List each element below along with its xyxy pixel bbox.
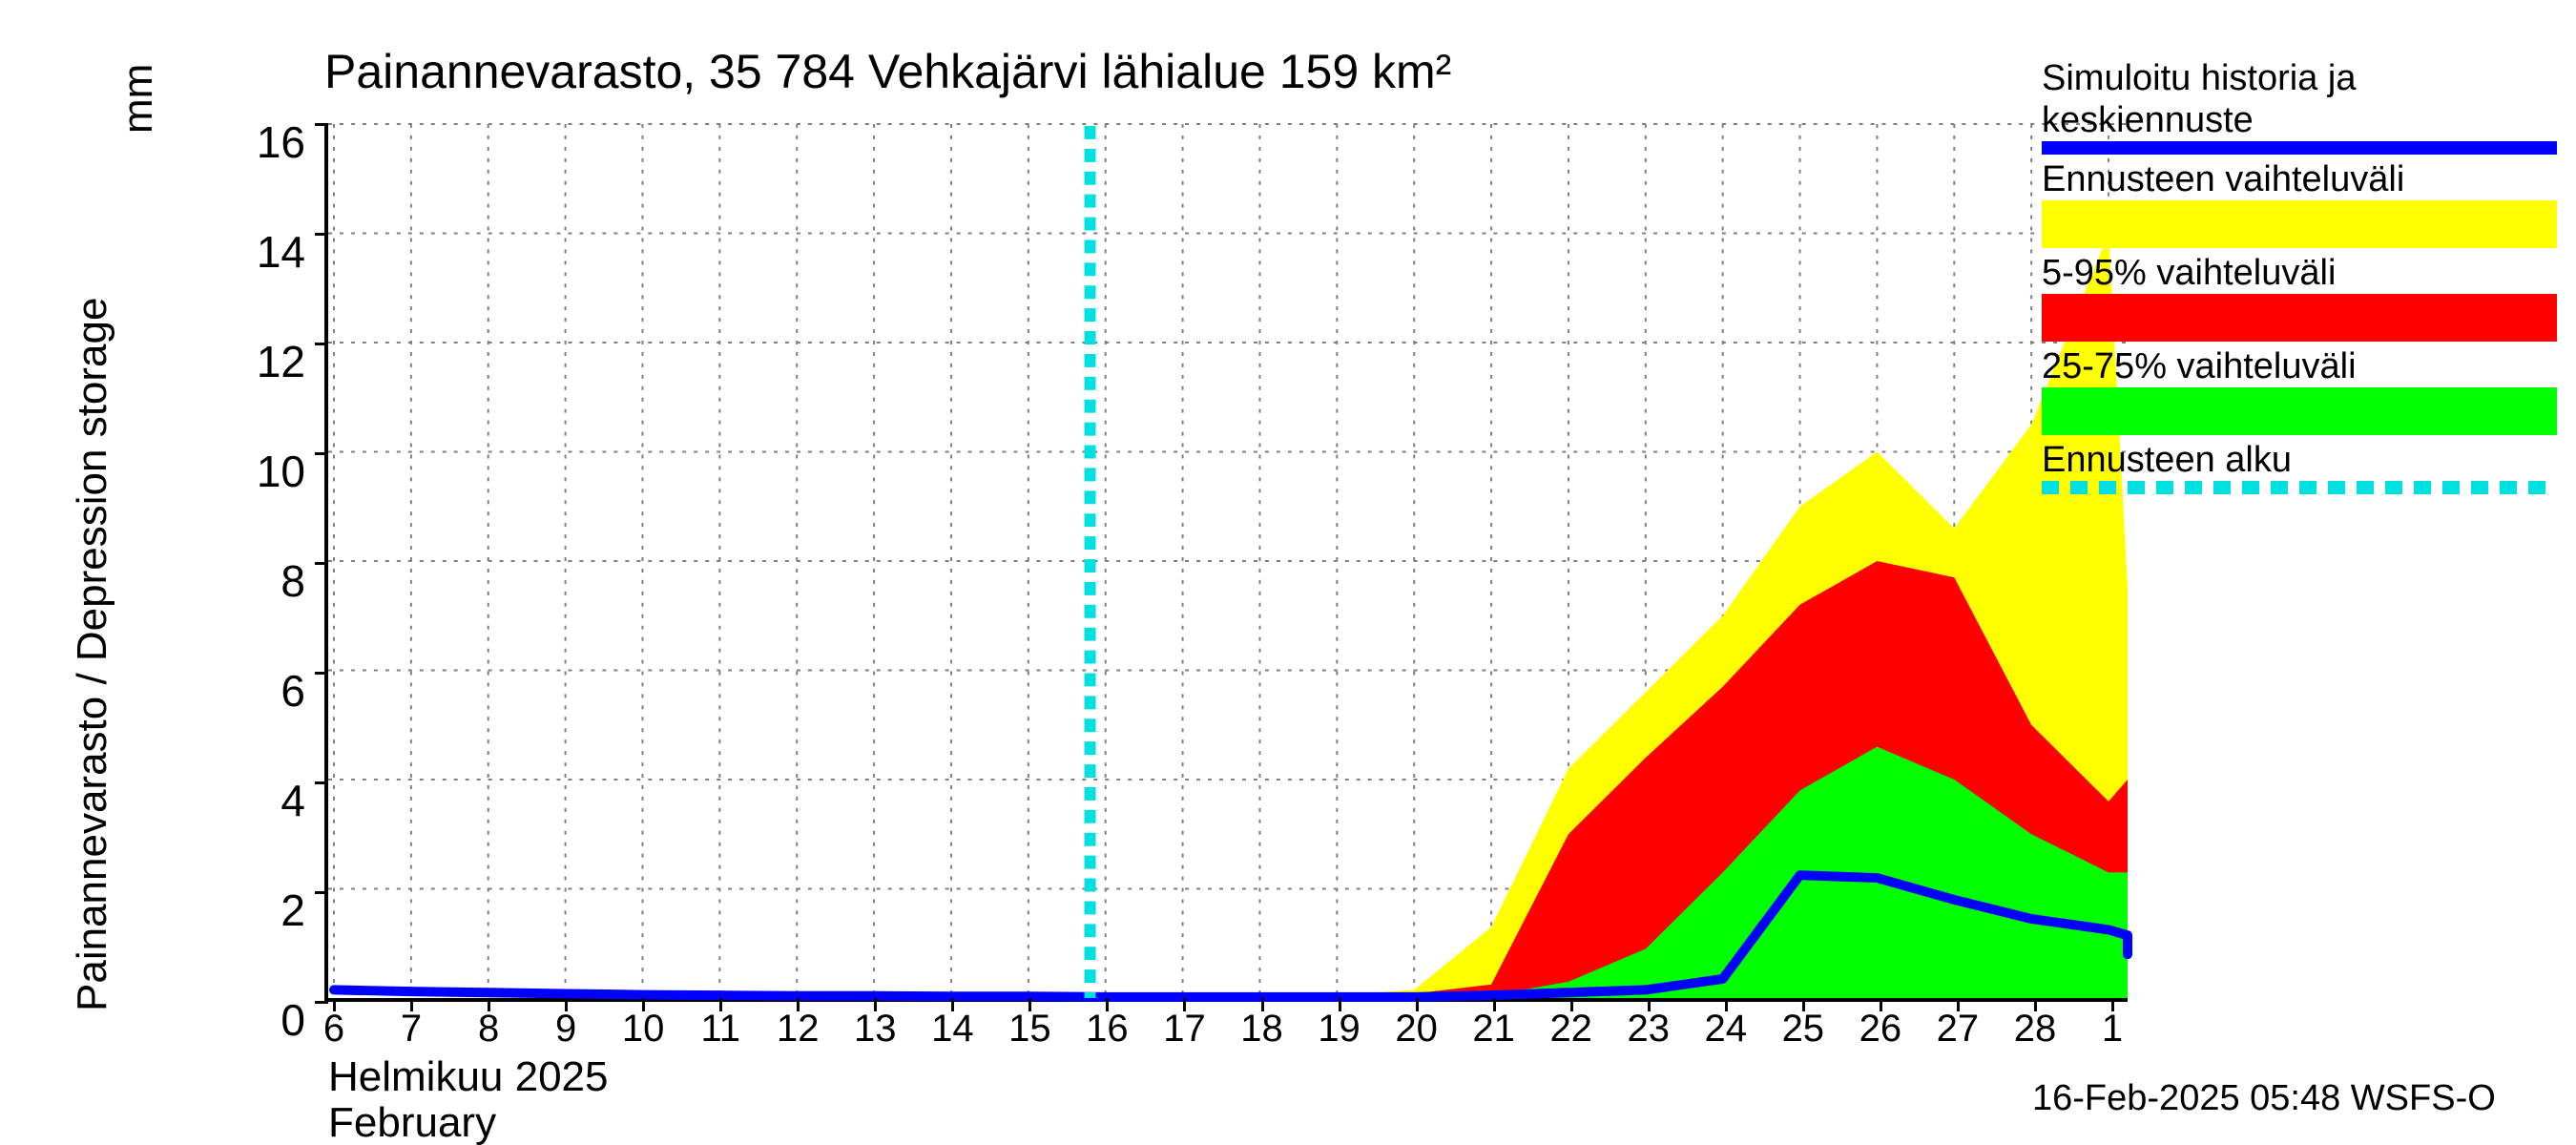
- x-tick-label: 24: [1705, 1008, 1748, 1051]
- x-tick-mark: [565, 998, 568, 1011]
- x-tick-label: 9: [555, 1008, 576, 1051]
- legend-swatch: [2042, 481, 2557, 494]
- x-tick-mark: [1106, 998, 1109, 1011]
- x-tick-label: 20: [1395, 1008, 1438, 1051]
- x-tick-mark: [1570, 998, 1573, 1011]
- footer-timestamp: 16-Feb-2025 05:48 WSFS-O: [2032, 1078, 2496, 1119]
- y-tick-mark: [315, 781, 328, 784]
- x-tick-mark: [488, 998, 490, 1011]
- legend-entry: 25-75% vaihteluväli: [2042, 345, 2557, 435]
- x-tick-mark: [2111, 998, 2114, 1011]
- legend-swatch: [2042, 294, 2557, 342]
- legend-swatch: [2042, 387, 2557, 435]
- x-tick-mark: [1339, 998, 1341, 1011]
- y-tick-mark: [315, 672, 328, 675]
- x-tick-label: 6: [323, 1008, 344, 1051]
- x-tick-mark: [1648, 998, 1651, 1011]
- y-axis-unit: mm: [114, 64, 162, 134]
- legend-label: Simuloitu historia ja: [2042, 57, 2557, 99]
- plot-area: 0246810121416678910111213141516171819202…: [324, 124, 2128, 1002]
- x-month-label-fi: Helmikuu 2025: [328, 1053, 609, 1101]
- y-axis-label: Painannevarasto / Depression storage: [69, 298, 116, 1011]
- y-tick-mark: [315, 343, 328, 345]
- x-tick-label: 8: [478, 1008, 499, 1051]
- x-tick-label: 16: [1086, 1008, 1129, 1051]
- y-tick-label: 8: [280, 555, 305, 607]
- x-tick-label: 11: [700, 1008, 740, 1051]
- x-tick-label: 14: [931, 1008, 974, 1051]
- x-tick-label: 19: [1318, 1008, 1361, 1051]
- x-tick-label: 25: [1782, 1008, 1825, 1051]
- x-tick-label: 27: [1937, 1008, 1980, 1051]
- legend-label: 5-95% vaihteluväli: [2042, 252, 2557, 294]
- legend-entry: Ennusteen vaihteluväli: [2042, 158, 2557, 248]
- y-tick-label: 10: [257, 446, 305, 497]
- x-tick-mark: [1416, 998, 1419, 1011]
- plot-svg: [328, 124, 2128, 998]
- x-tick-mark: [1880, 998, 1882, 1011]
- y-tick-mark: [315, 233, 328, 236]
- legend: Simuloitu historia jakeskiennusteEnnuste…: [2042, 57, 2557, 498]
- x-tick-mark: [1261, 998, 1264, 1011]
- x-tick-label: 18: [1240, 1008, 1283, 1051]
- legend-label: Ennusteen alku: [2042, 439, 2557, 481]
- y-tick-mark: [315, 452, 328, 455]
- legend-label: Ennusteen vaihteluväli: [2042, 158, 2557, 200]
- legend-swatch: [2042, 200, 2557, 248]
- x-tick-mark: [410, 998, 413, 1011]
- legend-entry: Simuloitu historia jakeskiennuste: [2042, 57, 2557, 155]
- y-tick-label: 0: [280, 994, 305, 1046]
- x-tick-label: 12: [777, 1008, 820, 1051]
- x-tick-mark: [797, 998, 800, 1011]
- x-tick-label: 7: [401, 1008, 422, 1051]
- y-tick-label: 16: [257, 116, 305, 168]
- y-tick-mark: [315, 1001, 328, 1004]
- legend-entry: Ennusteen alku: [2042, 439, 2557, 494]
- chart-title: Painannevarasto, 35 784 Vehkajärvi lähia…: [324, 44, 1451, 99]
- x-tick-label: 28: [2014, 1008, 2057, 1051]
- x-tick-mark: [642, 998, 645, 1011]
- y-tick-label: 6: [280, 665, 305, 717]
- x-month-label-en: February: [328, 1099, 496, 1145]
- x-tick-label: 23: [1627, 1008, 1670, 1051]
- y-tick-label: 2: [280, 885, 305, 936]
- x-tick-mark: [1493, 998, 1496, 1011]
- y-tick-label: 14: [257, 226, 305, 278]
- x-tick-mark: [874, 998, 877, 1011]
- x-tick-mark: [951, 998, 954, 1011]
- x-tick-mark: [2034, 998, 2037, 1011]
- x-tick-label: 26: [1859, 1008, 1902, 1051]
- x-tick-mark: [1802, 998, 1805, 1011]
- x-tick-label: 17: [1163, 1008, 1206, 1051]
- x-tick-mark: [1725, 998, 1728, 1011]
- x-tick-label: 15: [1008, 1008, 1051, 1051]
- legend-swatch: [2042, 141, 2557, 155]
- legend-entry: 5-95% vaihteluväli: [2042, 252, 2557, 342]
- y-tick-label: 12: [257, 336, 305, 387]
- legend-label: keskiennuste: [2042, 99, 2557, 141]
- x-tick-mark: [1183, 998, 1186, 1011]
- x-tick-label: 21: [1472, 1008, 1515, 1051]
- x-tick-mark: [719, 998, 722, 1011]
- y-tick-mark: [315, 891, 328, 894]
- x-tick-label: 1: [2102, 1008, 2123, 1051]
- y-tick-mark: [315, 562, 328, 565]
- x-tick-label: 10: [622, 1008, 665, 1051]
- x-tick-label: 22: [1549, 1008, 1592, 1051]
- legend-label: 25-75% vaihteluväli: [2042, 345, 2557, 387]
- chart-root: Painannevarasto, 35 784 Vehkajärvi lähia…: [0, 0, 2576, 1145]
- x-tick-mark: [333, 998, 336, 1011]
- y-tick-label: 4: [280, 775, 305, 826]
- x-tick-mark: [1028, 998, 1031, 1011]
- x-tick-mark: [1957, 998, 1960, 1011]
- y-tick-mark: [315, 123, 328, 126]
- x-tick-label: 13: [854, 1008, 897, 1051]
